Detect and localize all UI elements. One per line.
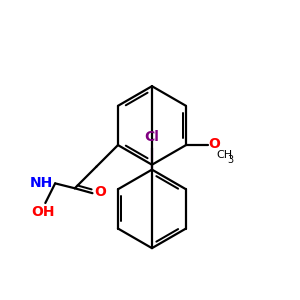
Text: O: O bbox=[94, 185, 106, 199]
Text: O: O bbox=[208, 137, 220, 151]
Text: NH: NH bbox=[30, 176, 53, 190]
Text: Cl: Cl bbox=[145, 130, 159, 144]
Text: OH: OH bbox=[32, 205, 55, 219]
Text: CH: CH bbox=[216, 150, 232, 160]
Text: 3: 3 bbox=[227, 155, 233, 165]
